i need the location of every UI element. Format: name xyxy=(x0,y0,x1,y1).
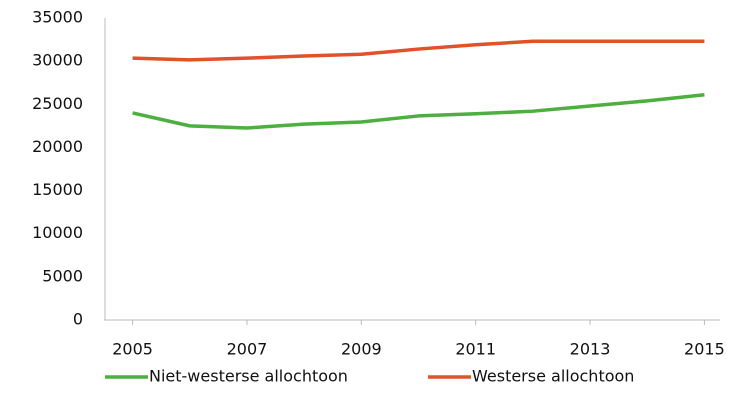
y-tick-label: 15000 xyxy=(32,180,83,199)
x-tick-label: 2011 xyxy=(455,340,496,359)
y-tick-label: 35000 xyxy=(32,8,83,27)
y-tick-label: 30000 xyxy=(32,51,83,70)
x-tick-label: 2009 xyxy=(341,340,382,359)
x-tick-label: 2015 xyxy=(684,340,725,359)
y-tick-label: 5000 xyxy=(42,266,83,285)
y-tick-label: 10000 xyxy=(32,223,83,242)
x-tick-label: 2007 xyxy=(227,340,268,359)
y-tick-label: 20000 xyxy=(32,137,83,156)
x-tick-label: 2005 xyxy=(112,340,153,359)
legend-label: Westerse allochtoon xyxy=(472,367,634,386)
data-line xyxy=(132,93,705,130)
y-tick-label: 25000 xyxy=(32,94,83,113)
data-line xyxy=(132,39,705,62)
legend-label: Niet-westerse allochtoon xyxy=(149,367,348,386)
x-tick-label: 2013 xyxy=(570,340,611,359)
y-tick-label: 0 xyxy=(73,310,83,329)
